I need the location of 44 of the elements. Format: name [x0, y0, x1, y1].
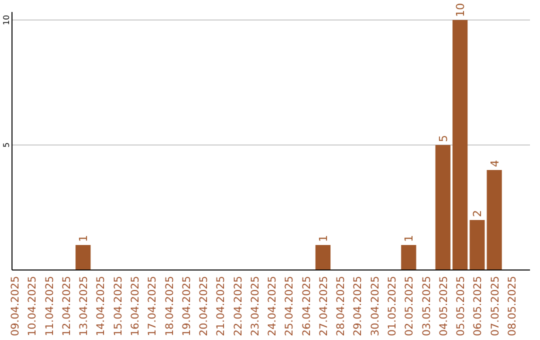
x-tick-label: 16.04.2025 — [129, 276, 142, 336]
bar — [401, 245, 416, 270]
x-tick-label: 25.04.2025 — [284, 276, 296, 336]
bar — [315, 245, 331, 270]
x-tick-label: 18.04.2025 — [164, 276, 176, 336]
x-tick-label: 04.05.2025 — [438, 276, 450, 336]
bar — [435, 145, 450, 270]
x-tick-label: 28.04.2025 — [335, 276, 348, 336]
bar — [470, 220, 485, 270]
x-tick-label: 14.04.2025 — [95, 276, 108, 336]
data-label: 5 — [436, 135, 450, 142]
x-tick-label: 26.04.2025 — [300, 276, 313, 336]
x-tick-label: 30.04.2025 — [369, 276, 382, 336]
data-label: 1 — [77, 235, 90, 242]
x-tick-label: 29.04.2025 — [352, 276, 364, 336]
x-tick-label: 07.05.2025 — [489, 276, 502, 336]
x-tick-label: 02.05.2025 — [404, 276, 416, 336]
x-tick-label: 09.04.2025 — [10, 276, 22, 336]
x-tick-label: 11.04.2025 — [44, 276, 56, 336]
x-tick-label: 27.04.2025 — [318, 276, 330, 336]
x-tick-label: 15.04.2025 — [112, 276, 124, 336]
x-tick-label: 03.05.2025 — [420, 276, 433, 336]
data-label: 2 — [471, 210, 484, 217]
x-tick-label: 05.05.2025 — [455, 276, 468, 336]
x-tick-label: 21.04.2025 — [215, 276, 228, 336]
data-label: 10 — [454, 3, 468, 17]
x-tick-label: 12.04.2025 — [60, 276, 73, 336]
bar — [452, 20, 468, 270]
x-tick-label: 13.04.2025 — [78, 276, 90, 336]
x-tick-label: 20.04.2025 — [198, 276, 210, 336]
x-tick-label: 17.04.2025 — [146, 276, 159, 336]
x-tick-label: 10.04.2025 — [26, 276, 39, 336]
data-label: 1 — [316, 235, 330, 242]
data-label: 4 — [488, 160, 502, 167]
x-tick-label: 23.04.2025 — [249, 276, 262, 336]
x-tick-label: 06.05.2025 — [472, 276, 484, 336]
x-tick-label: 19.04.2025 — [180, 276, 193, 336]
bar — [486, 170, 502, 270]
x-tick-label: 22.04.2025 — [232, 276, 244, 336]
data-label: 1 — [402, 235, 416, 242]
x-tick-label: 24.04.2025 — [266, 276, 279, 336]
x-tick-label: 08.05.2025 — [506, 276, 518, 336]
x-tick-label: 01.05.2025 — [386, 276, 399, 336]
bar — [76, 245, 91, 270]
